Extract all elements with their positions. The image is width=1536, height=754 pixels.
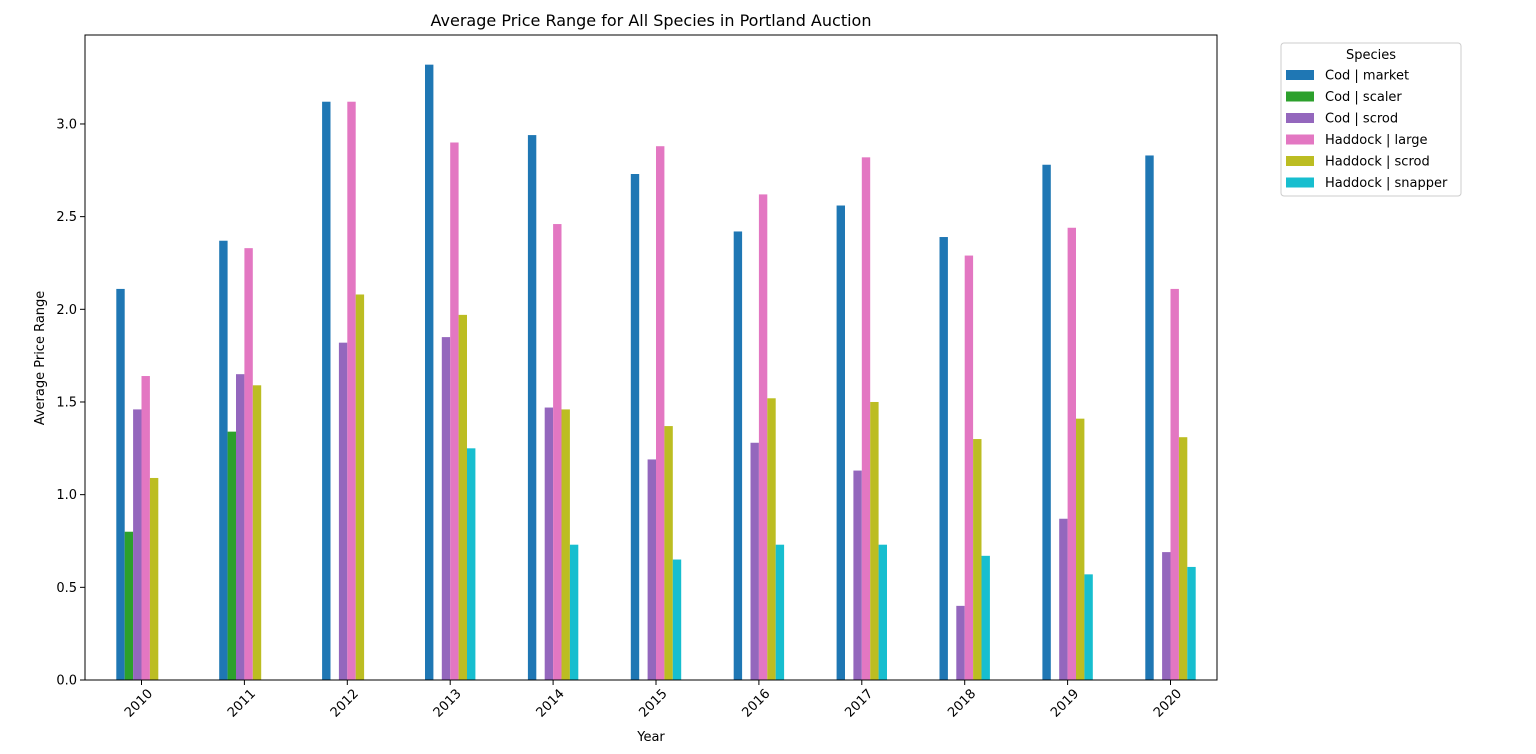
bar-haddock-large-2012 <box>347 101 356 681</box>
bar-haddock-large-2017 <box>861 157 871 680</box>
legend-label: Cod | market <box>1325 69 1409 84</box>
bar-cod-scrod-2018 <box>956 605 965 680</box>
bar-haddock-snapper-2015 <box>672 559 682 680</box>
bar-haddock-scrod-2019 <box>1076 418 1085 680</box>
bar-haddock-large-2015 <box>656 146 665 680</box>
bar-cod-scrod-2014 <box>544 407 554 680</box>
x-tick-label: 2017 <box>842 687 876 721</box>
bar-haddock-scrod-2018 <box>973 439 982 680</box>
x-axis-label: Year <box>636 730 665 745</box>
bar-cod-scrod-2016 <box>750 442 759 680</box>
legend-items: Cod | market Cod | scaler Cod | scrod Haddo… <box>1286 69 1448 191</box>
bar-cod-scrod-2019 <box>1059 518 1068 680</box>
legend-label: Haddock | large <box>1325 133 1427 148</box>
legend-swatch <box>1286 177 1314 188</box>
bar-haddock-large-2014 <box>553 224 562 681</box>
bar-haddock-large-2019 <box>1067 227 1076 680</box>
bar-haddock-snapper-2019 <box>1084 574 1093 680</box>
plot-frame <box>84 34 1218 681</box>
bar-haddock-large-2016 <box>758 194 768 680</box>
bar-cod-market-2015 <box>630 174 640 680</box>
x-tick-label: 2016 <box>739 687 773 721</box>
y-tick-label: 0.5 <box>56 581 77 596</box>
y-tick-label: 3.0 <box>56 117 77 132</box>
bar-cod-scrod-2011 <box>236 374 245 680</box>
bar-haddock-scrod-2020 <box>1178 437 1188 680</box>
x-tick-label: 2014 <box>534 687 568 721</box>
x-tick-label: 2015 <box>637 687 671 721</box>
chart-title: Average Price Range for All Species in P… <box>431 11 872 30</box>
bar-cod-scrod-2010 <box>133 409 142 680</box>
legend-label: Cod | scaler <box>1325 90 1402 105</box>
bar-cod-market-2016 <box>733 231 743 680</box>
bar-cod-market-2018 <box>939 237 948 680</box>
bar-haddock-snapper-2016 <box>775 544 785 680</box>
bar-cod-scrod-2012 <box>338 342 348 680</box>
x-tick-label: 2013 <box>431 687 465 721</box>
bar-cod-scrod-2020 <box>1162 552 1171 680</box>
y-tick-label: 1.5 <box>56 395 77 410</box>
bar-cod-scaler-2010 <box>124 531 134 680</box>
bar-cod-market-2012 <box>322 101 331 681</box>
bar-haddock-scrod-2011 <box>252 385 262 680</box>
legend: Species Cod | market Cod | scaler Cod | sc… <box>1280 42 1462 197</box>
bar-haddock-scrod-2014 <box>561 409 570 680</box>
bar-haddock-snapper-2020 <box>1187 566 1196 680</box>
bar-haddock-snapper-2018 <box>981 555 990 680</box>
bar-haddock-snapper-2014 <box>569 544 579 680</box>
bar-haddock-scrod-2013 <box>458 314 467 680</box>
bar-haddock-scrod-2017 <box>870 401 879 680</box>
bar-haddock-large-2018 <box>964 255 974 680</box>
legend-box <box>1280 42 1462 197</box>
legend-label: Cod | scrod <box>1325 112 1398 127</box>
legend-title: Species <box>1346 48 1396 63</box>
bar-haddock-scrod-2016 <box>767 398 776 680</box>
bar-haddock-large-2011 <box>244 248 253 680</box>
legend-swatch <box>1286 156 1314 166</box>
bar-cod-market-2014 <box>527 135 537 681</box>
bar-cod-market-2011 <box>219 240 228 681</box>
bar-cod-scaler-2011 <box>227 431 236 680</box>
bar-cod-scrod-2015 <box>647 459 656 680</box>
bar-haddock-large-2010 <box>141 376 150 680</box>
bar-cod-market-2017 <box>836 205 845 680</box>
bar-haddock-snapper-2017 <box>878 544 887 680</box>
bar-cod-market-2010 <box>116 288 125 680</box>
x-tick-label: 2019 <box>1048 687 1082 721</box>
bar-haddock-snapper-2013 <box>467 448 476 680</box>
x-tick-label: 2010 <box>122 687 156 721</box>
y-tick-label: 2.5 <box>56 210 77 225</box>
y-axis-label: Average Price Range <box>33 291 48 426</box>
x-tick-label: 2018 <box>945 687 979 721</box>
y-tick-label: 0.0 <box>56 674 77 689</box>
bar-haddock-large-2020 <box>1170 288 1179 680</box>
legend-swatch <box>1286 91 1314 102</box>
bar-cod-market-2020 <box>1145 155 1154 681</box>
bar-cod-market-2013 <box>425 64 434 680</box>
bar-haddock-scrod-2012 <box>355 294 365 680</box>
x-axis: 2010 2011 2012 2013 2014 2015 2016 2017 2018 2019… <box>122 680 1185 721</box>
legend-swatch <box>1286 134 1314 145</box>
legend-swatch <box>1286 70 1314 80</box>
x-tick-label: 2020 <box>1151 687 1185 721</box>
x-tick-label: 2012 <box>328 687 362 721</box>
y-tick-label: 1.0 <box>56 488 77 503</box>
bars-layer <box>116 64 1196 681</box>
legend-label: Haddock | snapper <box>1325 176 1448 191</box>
bar-cod-market-2019 <box>1042 164 1051 681</box>
y-axis: 0.0 0.5 1.0 1.5 2.0 2.5 3.0 <box>56 117 85 689</box>
legend-swatch <box>1286 113 1314 123</box>
bar-cod-scrod-2017 <box>853 470 862 680</box>
bar-haddock-scrod-2010 <box>149 477 159 680</box>
x-tick-label: 2011 <box>225 687 259 721</box>
bar-haddock-large-2013 <box>450 142 459 680</box>
bar-cod-scrod-2013 <box>441 337 451 680</box>
y-tick-label: 2.0 <box>56 303 77 318</box>
bar-haddock-scrod-2015 <box>664 426 673 680</box>
legend-label: Haddock | scrod <box>1325 155 1430 170</box>
